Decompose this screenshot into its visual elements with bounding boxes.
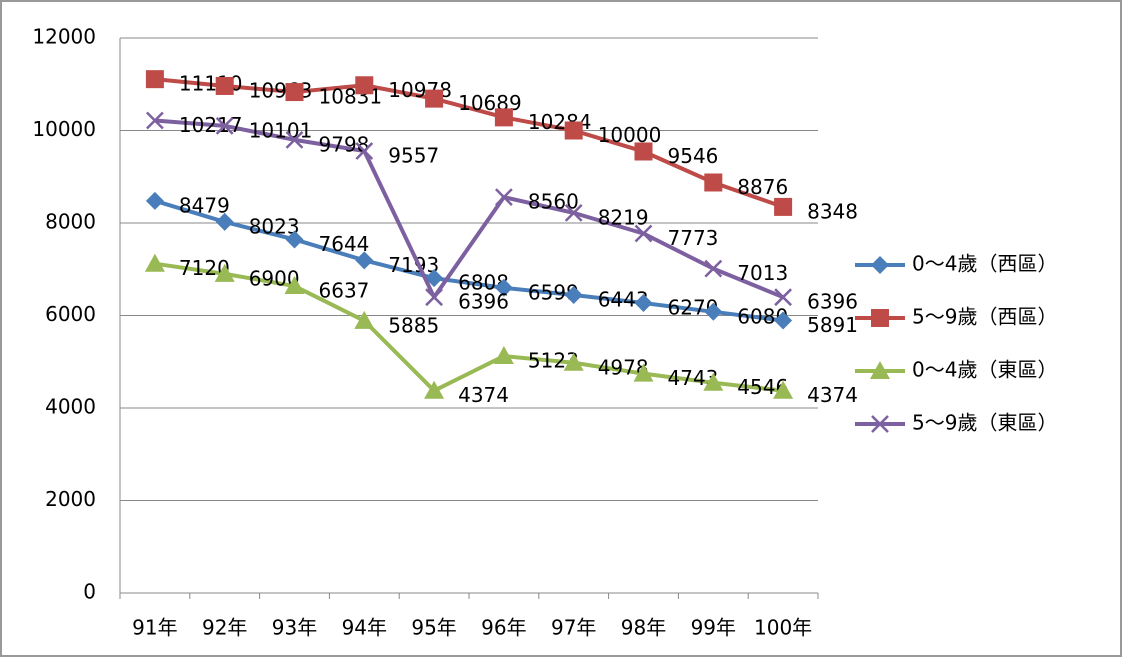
data-point xyxy=(285,130,304,149)
data-label: 6396 xyxy=(807,290,858,314)
data-point xyxy=(146,111,164,130)
legend-label: 5～9歲（西區） xyxy=(912,305,1057,329)
data-point xyxy=(145,191,164,210)
data-point xyxy=(215,116,234,135)
data-point xyxy=(774,311,793,330)
data-point xyxy=(564,121,583,140)
data-point xyxy=(634,294,653,313)
data-point xyxy=(493,346,514,365)
y-tick-label: 4000 xyxy=(45,395,96,419)
data-point xyxy=(214,263,235,282)
data-point xyxy=(284,276,305,295)
data-label: 8876 xyxy=(737,175,788,199)
data-point xyxy=(773,380,794,399)
data-label: 8219 xyxy=(598,205,649,229)
data-point xyxy=(145,70,164,89)
data-point xyxy=(494,278,513,297)
legend-marker xyxy=(871,309,889,327)
x-tick-label: 96年 xyxy=(481,616,526,640)
data-label: 6396 xyxy=(458,290,509,314)
data-label: 7644 xyxy=(319,232,370,256)
data-label: 4374 xyxy=(458,383,509,407)
legend-marker xyxy=(871,415,889,433)
data-label: 10217 xyxy=(179,113,243,137)
legend-label: 0～4歲（西區） xyxy=(912,252,1057,276)
data-point xyxy=(355,142,374,160)
data-point xyxy=(424,380,445,399)
data-point xyxy=(425,269,444,288)
data-point xyxy=(215,212,234,231)
data-point xyxy=(495,188,513,206)
data-point xyxy=(355,76,374,95)
data-label: 9798 xyxy=(319,132,370,156)
x-tick-label: 100年 xyxy=(754,616,812,640)
data-label: 4374 xyxy=(807,383,858,407)
data-label: 8479 xyxy=(179,193,230,217)
data-label: 9546 xyxy=(668,144,719,168)
series-line xyxy=(154,198,784,323)
x-tick-label: 99年 xyxy=(691,616,736,640)
data-label: 7013 xyxy=(737,261,788,285)
data-point xyxy=(774,288,792,307)
data-label: 8348 xyxy=(807,199,858,223)
legend-marker xyxy=(870,361,890,379)
x-tick-label: 91年 xyxy=(132,616,177,640)
data-point xyxy=(704,259,723,278)
data-point xyxy=(354,310,375,329)
x-tick-label: 97年 xyxy=(551,616,596,640)
data-point xyxy=(425,89,444,108)
data-point xyxy=(563,352,584,371)
series-line xyxy=(154,261,784,393)
data-point xyxy=(704,302,723,321)
data-point xyxy=(633,363,654,382)
data-point xyxy=(774,197,793,216)
data-label: 10101 xyxy=(249,118,313,142)
y-tick-label: 2000 xyxy=(45,487,96,511)
data-point xyxy=(704,173,723,192)
data-point xyxy=(144,253,165,272)
data-point xyxy=(564,286,583,305)
data-label: 5885 xyxy=(388,313,439,337)
x-tick-label: 93年 xyxy=(272,616,317,640)
data-label: 9557 xyxy=(388,143,439,167)
legend-marker xyxy=(871,256,889,274)
y-tick-label: 6000 xyxy=(45,302,96,326)
y-tick-label: 12000 xyxy=(32,25,96,49)
data-point xyxy=(494,108,513,127)
data-label: 6637 xyxy=(319,279,370,303)
data-point xyxy=(564,203,583,222)
data-point xyxy=(285,230,304,249)
data-point xyxy=(355,251,374,270)
x-tick-label: 98年 xyxy=(621,616,666,640)
y-tick-label: 0 xyxy=(83,580,96,604)
data-label: 7773 xyxy=(668,226,719,250)
x-tick-label: 92年 xyxy=(202,616,247,640)
y-tick-label: 10000 xyxy=(32,117,96,141)
data-label: 5891 xyxy=(807,313,858,337)
series-line xyxy=(154,118,784,300)
data-point xyxy=(215,76,234,95)
x-tick-label: 94年 xyxy=(342,616,387,640)
legend-label: 5～9歲（東區） xyxy=(912,411,1057,435)
data-point xyxy=(425,288,443,307)
data-point xyxy=(285,83,304,102)
data-point xyxy=(634,224,653,243)
legend-label: 0～4歲（東區） xyxy=(912,358,1057,382)
data-point xyxy=(703,372,724,391)
x-tick-label: 95年 xyxy=(411,616,456,640)
series-line xyxy=(154,77,784,209)
data-point xyxy=(634,142,653,161)
y-tick-label: 8000 xyxy=(45,210,96,234)
